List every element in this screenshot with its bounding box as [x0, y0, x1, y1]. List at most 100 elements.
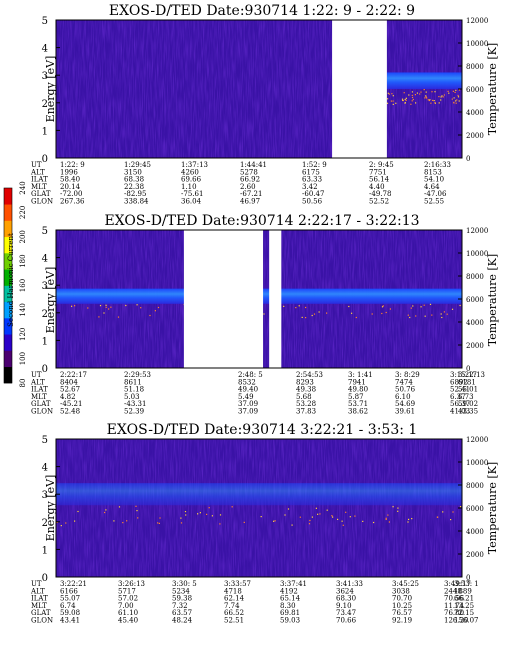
table-cell: 4.64 — [424, 183, 440, 191]
speckle — [385, 517, 387, 519]
table-cell: 50.56 — [302, 198, 323, 206]
speckle — [319, 513, 321, 515]
colorbar-ticks: 80 100 120 140 160 180 200 220 240 — [19, 181, 27, 387]
speckle — [419, 93, 421, 95]
table-cell: 6.74 — [60, 602, 76, 610]
y2-tick-label: 6000 — [466, 86, 484, 94]
y2-tick-label: 12000 — [466, 436, 488, 444]
table-cell: 2:22:17 — [60, 371, 87, 379]
table-cell: 55.07 — [60, 595, 80, 603]
speckle — [381, 312, 383, 315]
table-cell: 3: 1:41 — [348, 371, 373, 379]
speckle — [457, 94, 459, 97]
speckle — [318, 311, 320, 313]
speckle — [388, 93, 390, 95]
speckle — [219, 523, 221, 525]
panel-title: EXOS-D/TED Date:930714 1:22: 9 - 2:22: 9 — [109, 3, 415, 19]
y2-tick-label: 0 — [466, 155, 470, 163]
speckle — [122, 522, 124, 524]
table-cell: 69.66 — [181, 176, 202, 184]
table-row-label: MLT — [31, 393, 47, 401]
speckle — [438, 96, 440, 98]
table-cell: 1889 — [454, 587, 472, 595]
speckle — [386, 102, 389, 104]
table-cell: 56.37 — [450, 400, 470, 408]
table-cell: -43.31 — [124, 400, 146, 408]
speckle — [392, 100, 394, 102]
speckle — [313, 313, 316, 315]
speckle — [391, 93, 393, 95]
y2-axis-label: Temperature [K] — [486, 462, 499, 554]
speckle — [113, 520, 115, 522]
table-cell: 53.28 — [296, 400, 316, 408]
speckle — [180, 522, 183, 524]
speckle — [405, 97, 407, 99]
speckle — [291, 524, 293, 526]
table-cell: 37.09 — [238, 408, 258, 416]
panel-title: EXOS-D/TED Date:930714 3:22:21 - 3:53: 1 — [107, 422, 418, 438]
y2-tick-label: 8000 — [466, 273, 484, 281]
table-cell: 1:22: 9 — [60, 161, 85, 169]
speckle — [371, 313, 373, 315]
speckle — [412, 98, 414, 101]
speckle — [385, 518, 387, 520]
speckle — [392, 103, 394, 105]
table-cell: 3:37:41 — [280, 580, 307, 588]
speckle — [441, 95, 443, 97]
y-tick-label: 2 — [42, 99, 48, 110]
table-cell: 8293 — [296, 378, 314, 386]
speckle — [87, 307, 89, 309]
speckle — [452, 511, 454, 513]
speckle — [74, 305, 76, 307]
table-cell: 6892 — [450, 378, 468, 386]
speckle — [428, 99, 430, 102]
table-row-label: GLAT — [31, 400, 51, 408]
speckle — [424, 315, 426, 317]
speckle — [392, 506, 394, 508]
table-cell: 3:45:25 — [392, 580, 419, 588]
table-cell: 49.40 — [238, 386, 258, 394]
table-cell: 5.87 — [348, 393, 364, 401]
speckle — [442, 511, 444, 513]
speckle — [405, 99, 407, 101]
speckle — [99, 305, 102, 307]
table-cell: 2:54:53 — [296, 371, 323, 379]
y2-tick-label: 6000 — [466, 505, 484, 513]
y-tick-label: 2 — [42, 309, 48, 320]
y-tick-label: 5 — [42, 16, 48, 27]
speckle — [158, 522, 160, 524]
speckle — [243, 521, 245, 523]
y-tick-label: 0 — [42, 154, 48, 165]
speckle — [136, 510, 138, 512]
table-cell: 51.18 — [124, 386, 144, 394]
speckle — [362, 520, 364, 522]
table-cell: 2:16:33 — [424, 161, 451, 169]
y-axis-label: Energy [eV] — [44, 475, 57, 542]
table-cell: 4718 — [224, 587, 242, 595]
speckle — [137, 517, 139, 519]
table-cell: 3:26:13 — [118, 580, 145, 588]
table-cell: 54.10 — [424, 176, 444, 184]
table-cell: 68.38 — [124, 176, 144, 184]
speckle — [447, 90, 449, 92]
speckle — [355, 316, 357, 319]
y-tick-label: 1 — [42, 336, 48, 347]
speckle — [185, 514, 187, 516]
speckle — [402, 99, 404, 101]
table-cell: 4192 — [280, 587, 298, 595]
y2-tick-label: 10000 — [466, 250, 488, 258]
table-cell: 10.25 — [392, 602, 412, 610]
speckle — [455, 102, 457, 104]
speckle — [287, 508, 290, 510]
y2-tick-label: 8000 — [466, 63, 484, 71]
speckle — [263, 313, 265, 315]
speckle — [184, 511, 187, 513]
y2-tick-label: 2000 — [466, 342, 484, 350]
table-cell: 52.41 — [450, 386, 470, 394]
table-cell: 36.04 — [181, 198, 202, 206]
speckle — [451, 98, 453, 100]
table-cell: 48.24 — [172, 617, 193, 625]
y2-tick-label: 4000 — [466, 528, 484, 536]
table-cell: 76.80 — [444, 609, 464, 617]
table-cell: 56.14 — [369, 176, 390, 184]
